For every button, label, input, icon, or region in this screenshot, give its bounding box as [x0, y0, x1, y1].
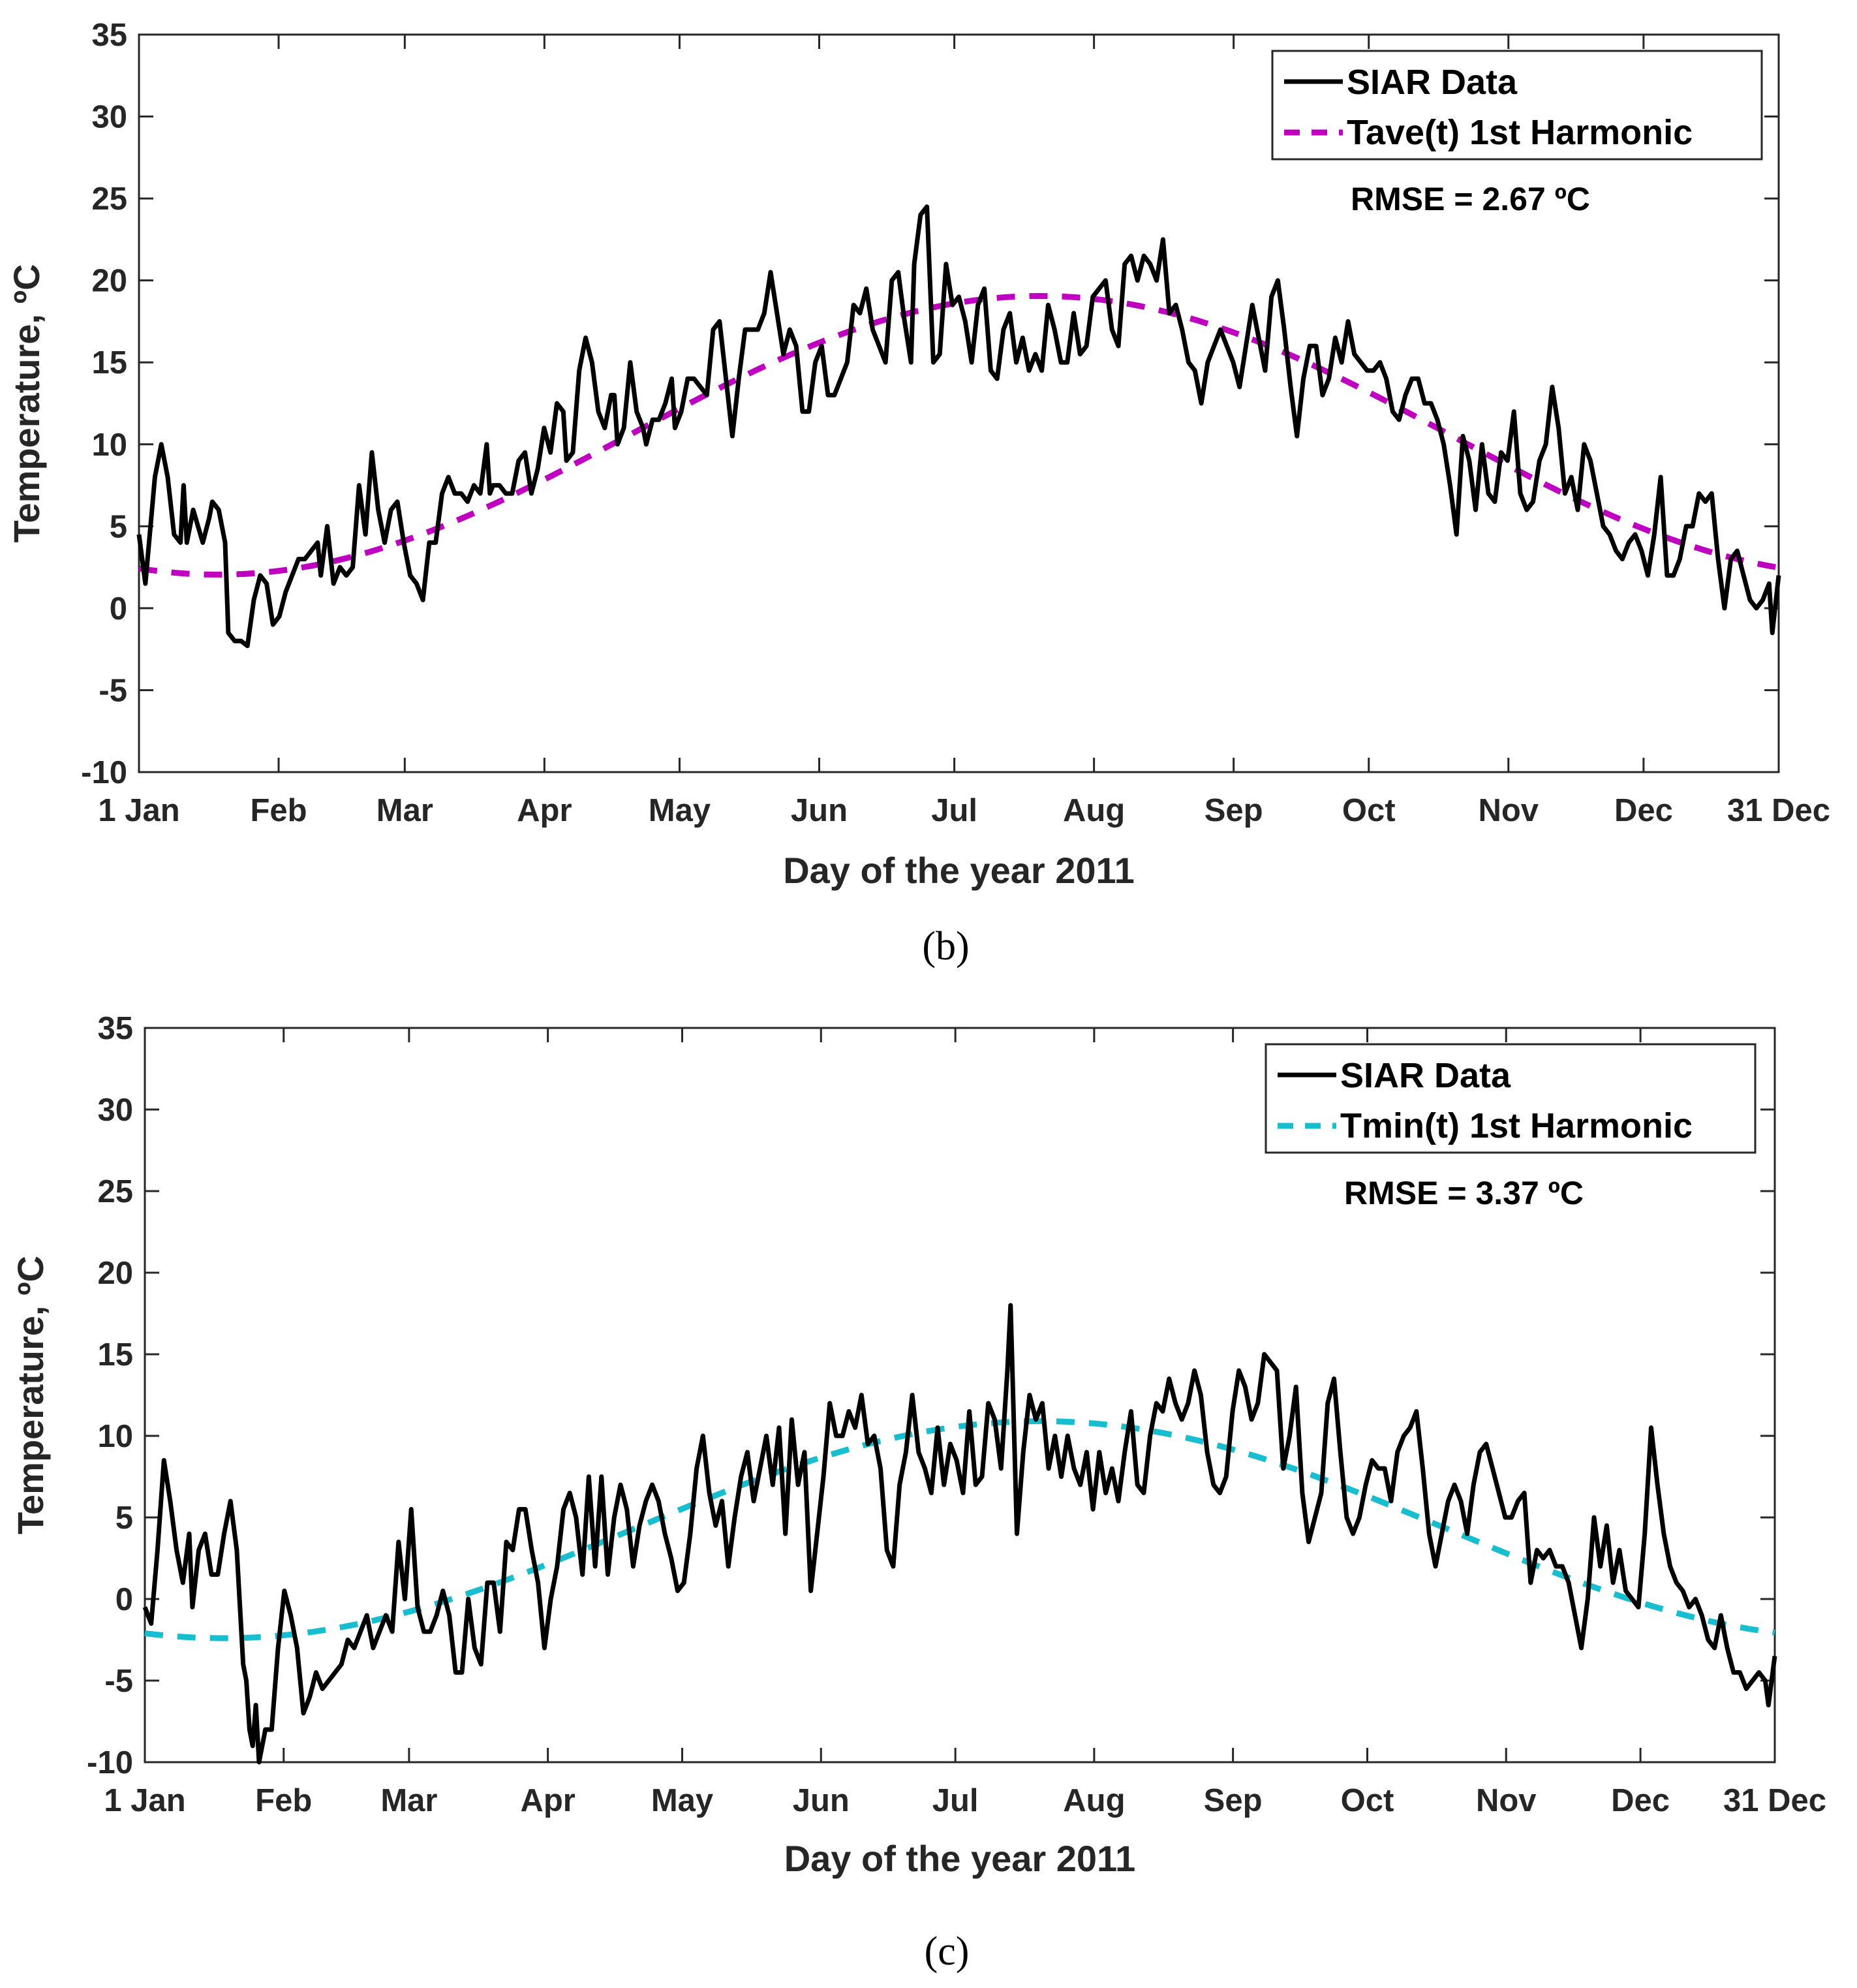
y-tick-label: 20 [91, 264, 127, 299]
x-axis-label-c: Day of the year 2011 [784, 1838, 1136, 1879]
x-tick-label: Jul [931, 793, 977, 828]
legend-box-c [1265, 1043, 1757, 1154]
y-tick-label: 10 [91, 427, 127, 463]
x-tick-label: Mar [380, 1783, 437, 1818]
x-axis-label-b: Day of the year 2011 [783, 850, 1135, 891]
x-tick-label: Jun [793, 1783, 850, 1818]
x-tick-label: 31 Dec [1723, 1783, 1826, 1818]
x-tick-label: Jul [932, 1783, 979, 1818]
legend-label-fit-b: Tave(t) 1st Harmonic [1347, 113, 1693, 152]
x-ticks-c: 1 Jan Feb Mar Apr May Jun Jul Aug Sep Oct Nov Dec 31… [104, 1028, 1826, 1818]
legend-label-siar-c: SIAR Data [1340, 1056, 1511, 1095]
x-tick-label: Dec [1614, 793, 1673, 828]
y-tick-label: 25 [97, 1174, 133, 1209]
x-tick-label: Aug [1063, 1783, 1125, 1818]
y-tick-label: 30 [91, 100, 127, 135]
x-tick-label: Nov [1476, 1783, 1537, 1818]
y-axis-label-c: Temperature, ºC [10, 1256, 51, 1534]
y-tick-label: 15 [97, 1337, 133, 1373]
x-tick-label: Sep [1204, 1783, 1263, 1818]
rmse-annotation-c: RMSE = 3.37 ºC [1344, 1175, 1584, 1211]
legend-label-fit-c: Tmin(t) 1st Harmonic [1340, 1106, 1693, 1145]
x-tick-label: Dec [1611, 1783, 1670, 1818]
x-tick-label: 1 Jan [98, 793, 179, 828]
y-tick-label: -10 [81, 755, 127, 790]
y-tick-label: 5 [110, 509, 127, 544]
x-tick-label: 31 Dec [1727, 793, 1830, 828]
y-axis-label-b: Temperature, ºC [6, 264, 47, 542]
legend-c: SIAR Data Tmin(t) 1st Harmonic [1265, 1043, 1757, 1154]
y-tick-label: -10 [87, 1745, 133, 1780]
x-tick-label: Mar [376, 793, 433, 828]
x-tick-label: May [649, 793, 711, 828]
y-ticks-b: -10 -5 0 5 10 15 20 25 30 35 [81, 18, 1779, 790]
legend-label-siar-b: SIAR Data [1347, 63, 1518, 102]
x-tick-label: Nov [1478, 793, 1539, 828]
legend-box-b [1271, 50, 1763, 161]
x-tick-label: Oct [1341, 1783, 1394, 1818]
panel-caption-b: (b) [922, 924, 969, 969]
x-tick-label: 1 Jan [104, 1783, 185, 1818]
y-tick-label: 10 [97, 1419, 133, 1454]
chart-panel-b: -10 -5 0 5 10 15 20 25 30 35 1 Jan Feb Mar Apr May Jun… [6, 18, 1830, 969]
y-tick-label: 30 [97, 1093, 133, 1128]
y-tick-label: 35 [97, 1011, 133, 1046]
y-tick-label: -5 [99, 673, 127, 708]
chart-panel-c: -10 -5 0 5 10 15 20 25 30 35 1 Jan Feb Mar Apr May Jun… [10, 1011, 1826, 1974]
y-tick-label: 20 [97, 1256, 133, 1291]
y-tick-label: 35 [91, 18, 127, 53]
x-tick-label: Jun [791, 793, 848, 828]
legend-b: SIAR Data Tave(t) 1st Harmonic [1271, 50, 1763, 161]
x-tick-label: Oct [1342, 793, 1396, 828]
siar-data-line-c [142, 1303, 1777, 1765]
x-tick-label: Apr [517, 793, 572, 828]
x-tick-label: Feb [255, 1783, 312, 1818]
x-tick-label: May [651, 1783, 713, 1818]
x-tick-label: Sep [1205, 793, 1263, 828]
y-tick-label: 0 [110, 591, 127, 627]
x-ticks-b: 1 Jan Feb Mar Apr May Jun Jul Aug Sep Oct Nov Dec 31… [98, 35, 1830, 828]
harmonic-fit-line-tave [138, 292, 1779, 578]
y-tick-label: -5 [104, 1664, 133, 1699]
siar-data-line-b [136, 204, 1781, 649]
panel-caption-c: (c) [925, 1929, 970, 1974]
x-tick-label: Apr [520, 1783, 575, 1818]
y-tick-label: 5 [115, 1500, 133, 1536]
x-tick-label: Feb [250, 793, 307, 828]
y-tick-label: 15 [91, 345, 127, 381]
y-tick-label: 25 [91, 181, 127, 217]
x-tick-label: Aug [1063, 793, 1125, 828]
rmse-annotation-b: RMSE = 2.67 ºC [1351, 181, 1590, 217]
y-tick-label: 0 [115, 1582, 133, 1617]
